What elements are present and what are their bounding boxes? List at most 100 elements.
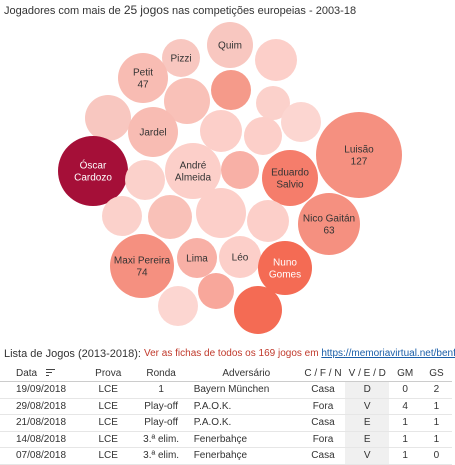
cell-gs: 1 xyxy=(420,414,452,432)
bubble-circle[interactable] xyxy=(262,150,318,206)
column-header-gm[interactable]: GM xyxy=(389,366,421,382)
bubble-player-name: Maxi Pereira xyxy=(114,256,171,267)
link-caption: Ver as fichas de todos os 169 jogos em xyxy=(144,348,319,359)
bubble-circle[interactable] xyxy=(128,107,178,157)
title-number: 25 xyxy=(123,3,138,17)
bubble-circle[interactable] xyxy=(234,286,282,334)
column-header-adversario[interactable]: Adversário xyxy=(191,366,301,382)
cell-prova: LCE xyxy=(85,398,131,415)
bubble-circle[interactable] xyxy=(298,193,360,255)
table-row[interactable]: 07/08/2018 LCE 3.ª elim. Fenerbahçe Casa V 1 0 xyxy=(0,447,452,465)
sort-icon[interactable] xyxy=(45,369,55,377)
player-bubble[interactable] xyxy=(164,78,210,124)
bubble-circle[interactable] xyxy=(281,102,321,142)
cell-ronda: 1 xyxy=(130,381,192,399)
table-row[interactable]: 14/08/2018 LCE 3.ª elim. Fenerbahçe Fora E 1 1 xyxy=(0,431,452,448)
column-header-ved[interactable]: V / E / D xyxy=(345,366,390,382)
bubble-circle[interactable] xyxy=(148,195,192,239)
player-bubble[interactable] xyxy=(198,273,234,309)
bubble-circle[interactable] xyxy=(58,136,128,206)
player-bubble[interactable] xyxy=(148,195,192,239)
column-header-prova[interactable]: Prova xyxy=(85,366,131,382)
player-bubble[interactable]: Jardel xyxy=(128,107,178,157)
table-row[interactable]: 21/08/2018 LCE Play-off P.A.O.K. Casa E 1 1 xyxy=(0,414,452,432)
bubble-circle[interactable] xyxy=(200,110,242,152)
player-bubble[interactable] xyxy=(196,188,246,238)
bubble-circle[interactable] xyxy=(244,117,282,155)
bubble-circle[interactable] xyxy=(165,143,221,199)
player-bubble[interactable]: Lima xyxy=(177,238,217,278)
bubble-circle[interactable] xyxy=(158,286,198,326)
bubble-circle[interactable] xyxy=(118,53,168,103)
bubble-player-name: Lima xyxy=(186,254,208,265)
cell-gs: 1 xyxy=(420,398,452,415)
player-bubble[interactable] xyxy=(281,102,321,142)
player-bubble[interactable] xyxy=(244,117,282,155)
cell-prova: LCE xyxy=(85,447,131,465)
bubble-value: 63 xyxy=(323,226,335,237)
bubble-circle[interactable] xyxy=(196,188,246,238)
table-header-row: Data Prova Ronda Adversário C / F / N V … xyxy=(0,366,452,382)
player-bubble[interactable] xyxy=(102,196,142,236)
player-bubble[interactable] xyxy=(221,151,259,189)
bubble-circle[interactable] xyxy=(316,112,402,198)
bubble-player-name: André xyxy=(180,161,207,172)
column-header-ronda[interactable]: Ronda xyxy=(130,366,192,382)
bubble-circle[interactable] xyxy=(162,39,200,77)
bubble-circle[interactable] xyxy=(85,95,131,141)
cell-adversario: Fenerbahçe xyxy=(191,447,301,465)
bubble-player-name: Pizzi xyxy=(170,54,191,65)
bubble-circle[interactable] xyxy=(258,241,312,295)
cell-gs: 1 xyxy=(420,431,452,448)
player-bubble[interactable]: Léo xyxy=(219,236,261,278)
player-bubble[interactable] xyxy=(200,110,242,152)
bubble-circle[interactable] xyxy=(177,238,217,278)
cell-gm: 1 xyxy=(389,414,421,432)
bubble-player-name: Nuno xyxy=(273,258,297,269)
player-bubble[interactable] xyxy=(256,86,290,120)
bubble-circle[interactable] xyxy=(164,78,210,124)
player-bubble[interactable]: Quim xyxy=(207,22,253,68)
bubble-circle[interactable] xyxy=(102,196,142,236)
player-bubble[interactable] xyxy=(247,200,289,242)
player-bubble[interactable] xyxy=(234,286,282,334)
player-bubble[interactable] xyxy=(158,286,198,326)
cell-cfn: Fora xyxy=(300,431,346,448)
player-bubble[interactable] xyxy=(85,95,131,141)
bubble-circle[interactable] xyxy=(207,22,253,68)
bubble-circle[interactable] xyxy=(219,236,261,278)
cell-gs: 0 xyxy=(420,447,452,465)
cell-ronda: 3.ª elim. xyxy=(130,431,192,448)
cell-ved: E xyxy=(345,431,390,448)
bubble-circle[interactable] xyxy=(256,86,290,120)
player-bubble[interactable]: Pizzi xyxy=(162,39,200,77)
bubble-player-name: Quim xyxy=(218,41,242,52)
player-bubble[interactable] xyxy=(125,160,165,200)
bubble-circle[interactable] xyxy=(247,200,289,242)
column-header-data[interactable]: Data xyxy=(0,366,86,382)
column-header-cfn[interactable]: C / F / N xyxy=(300,366,346,382)
bubble-circle[interactable] xyxy=(110,234,174,298)
table-row[interactable]: 29/08/2018 LCE Play-off P.A.O.K. Fora V 4 1 xyxy=(0,398,452,415)
player-bubble[interactable] xyxy=(255,39,297,81)
table-row[interactable]: 19/09/2018 LCE 1 Bayern München Casa D 0 2 xyxy=(0,381,452,399)
bubble-circle[interactable] xyxy=(211,70,251,110)
bubble-circle[interactable] xyxy=(198,273,234,309)
bubble-circle[interactable] xyxy=(221,151,259,189)
bubble-circle[interactable] xyxy=(125,160,165,200)
memoria-virtual-link[interactable]: https://memoriavirtual.net/benfica/ xyxy=(321,348,455,359)
bubble-value: 74 xyxy=(136,268,148,279)
bubble-circle[interactable] xyxy=(255,39,297,81)
bubble-player-name: Léo xyxy=(232,253,249,264)
player-bubble[interactable] xyxy=(211,70,251,110)
column-header-gs[interactable]: GS xyxy=(420,366,452,382)
